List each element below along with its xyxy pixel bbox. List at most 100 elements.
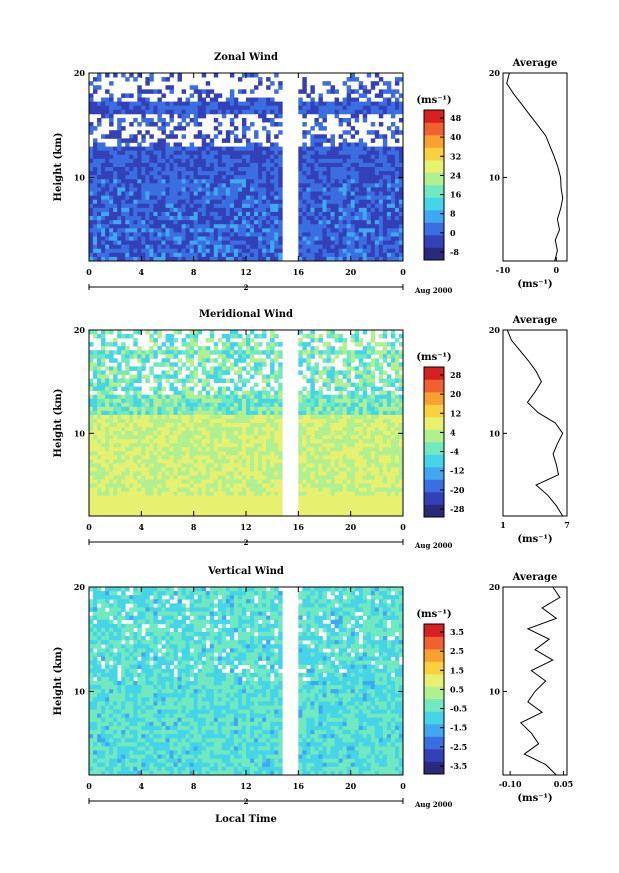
heatmap-cell [105, 252, 110, 258]
heatmap-cell [278, 199, 283, 205]
heatmap-cell [213, 236, 219, 241]
heatmap-cell [185, 378, 191, 383]
heatmap-cell [141, 175, 146, 180]
heatmap-cell [237, 236, 243, 241]
heatmap-cell [390, 418, 396, 424]
heatmap-cell [342, 447, 348, 452]
heatmap-cell [302, 410, 307, 416]
heatmap-cell [278, 195, 283, 201]
heatmap-cell [314, 439, 319, 444]
heatmap-cell [145, 207, 150, 213]
heatmap-cell [274, 199, 279, 205]
average-y-tick-label: 10 [489, 172, 501, 182]
heatmap-cell [197, 236, 203, 241]
heatmap-cell [266, 109, 271, 115]
heatmap-cell [254, 167, 259, 172]
heatmap-cell [193, 350, 199, 355]
heatmap-cell [338, 467, 344, 472]
heatmap-cell [177, 142, 182, 147]
heatmap-cell [266, 439, 271, 444]
heatmap-cell [366, 256, 372, 262]
heatmap-cell [358, 158, 364, 164]
heatmap-cell [338, 236, 344, 241]
heatmap-cell [306, 244, 311, 250]
heatmap-cell [117, 330, 122, 335]
heatmap-cell [386, 463, 392, 468]
heatmap-cell [370, 459, 376, 464]
heatmap-cell [326, 203, 331, 209]
heatmap-cell [254, 467, 259, 472]
heatmap-cell [398, 410, 404, 416]
heatmap-cell [298, 406, 303, 412]
heatmap-cell [145, 236, 150, 241]
heatmap-cell [354, 447, 360, 452]
heatmap-cell [378, 171, 384, 176]
heatmap-cell [382, 167, 388, 172]
heatmap-cell [350, 431, 356, 436]
heatmap-cell [109, 418, 114, 424]
heatmap-cell [274, 398, 279, 404]
heatmap-cell [322, 207, 327, 213]
heatmap-cell [278, 370, 283, 375]
heatmap-cell [121, 220, 126, 225]
heatmap-cell [382, 175, 388, 180]
heatmap-cell [205, 162, 211, 168]
heatmap-cell [233, 358, 239, 363]
heatmap-cell [149, 199, 154, 205]
heatmap-cell [149, 195, 154, 201]
heatmap-cell [366, 346, 372, 351]
heatmap-cell [266, 244, 271, 250]
heatmap-cell [117, 248, 122, 254]
heatmap-cell [390, 93, 396, 98]
heatmap-cell [342, 394, 348, 400]
heatmap-cell [149, 101, 154, 107]
heatmap-cell [129, 467, 134, 472]
heatmap-cell [342, 459, 348, 464]
heatmap-cell [318, 394, 323, 400]
colorbar-tick-label: 16 [450, 190, 462, 200]
day-marker: 2 [244, 283, 249, 292]
heatmap-cell [370, 203, 376, 209]
heatmap-cell [394, 435, 400, 440]
heatmap-cell [213, 117, 219, 123]
heatmap-cell [270, 439, 275, 444]
heatmap-cell [378, 354, 384, 359]
heatmap-cell [101, 220, 106, 225]
heatmap-cell [181, 459, 187, 464]
heatmap-cell [342, 423, 348, 428]
heatmap-cell [274, 423, 279, 428]
heatmap-cell [330, 244, 335, 250]
heatmap-cell [217, 451, 223, 456]
heatmap-cell [370, 109, 376, 115]
heatmap-cell [161, 171, 166, 176]
heatmap-cell [322, 382, 327, 388]
heatmap-cell [358, 199, 364, 205]
heatmap-cell [298, 89, 303, 94]
heatmap-cell [113, 386, 118, 392]
heatmap-cell [250, 162, 255, 168]
heatmap-cell [169, 220, 174, 225]
heatmap-cell [185, 439, 191, 444]
chart-title: Meridional Wind [199, 309, 293, 320]
heatmap-cell [157, 195, 162, 201]
heatmap-cell [346, 435, 352, 440]
heatmap-cell [129, 199, 134, 205]
heatmap-cell [137, 236, 142, 241]
heatmap-cell [370, 130, 376, 135]
heatmap-cell [241, 406, 247, 412]
heatmap-cell [270, 154, 275, 160]
heatmap-cell [398, 228, 404, 233]
heatmap-cell [217, 203, 223, 209]
heatmap-cell [246, 216, 251, 221]
heatmap-cell [378, 232, 384, 237]
heatmap-cell [217, 130, 223, 135]
heatmap-cell [125, 154, 130, 160]
heatmap-cell [334, 113, 339, 119]
heatmap-cell [370, 394, 376, 400]
heatmap-cell [246, 390, 251, 396]
heatmap-cell [258, 191, 263, 197]
heatmap-cell [342, 338, 348, 343]
heatmap-cell [161, 459, 166, 464]
heatmap-cell [189, 459, 195, 464]
heatmap-cell [350, 366, 356, 371]
